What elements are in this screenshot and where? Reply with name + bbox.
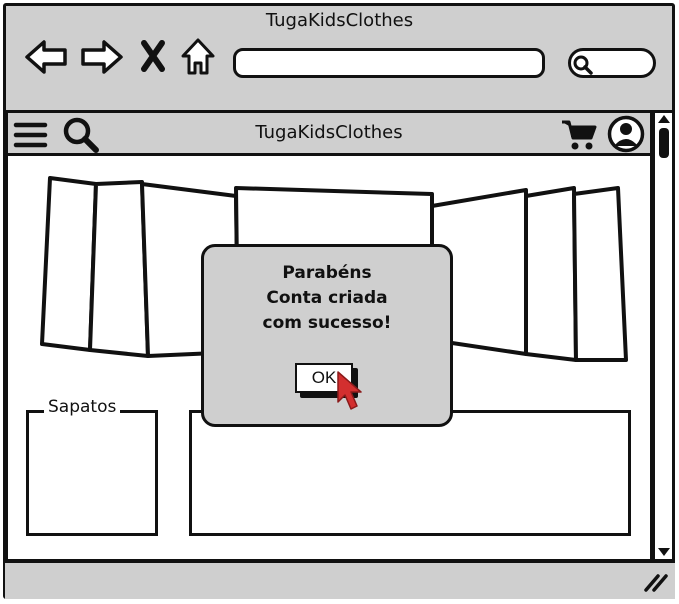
mouse-cursor-icon <box>337 371 362 410</box>
back-arrow-icon[interactable] <box>24 38 68 76</box>
home-icon[interactable] <box>180 36 216 76</box>
vertical-scrollbar[interactable] <box>653 110 675 562</box>
scroll-up-arrow-icon[interactable] <box>656 113 672 125</box>
window-title: TugaKidsClothes <box>265 10 414 31</box>
resize-grip-icon[interactable] <box>642 572 668 592</box>
dialog-message-line-2: com sucesso! <box>262 313 392 333</box>
search-icon[interactable] <box>62 116 100 154</box>
sapatos-category-box[interactable] <box>26 410 158 536</box>
carousel-panel-right-2 <box>524 186 578 362</box>
carousel-panel-left-2 <box>88 180 150 358</box>
carousel-panel-left-1 <box>40 176 98 352</box>
close-icon[interactable] <box>140 40 166 72</box>
hamburger-menu-icon[interactable] <box>13 120 48 150</box>
forward-arrow-icon[interactable] <box>80 38 124 76</box>
cart-icon[interactable] <box>560 118 598 152</box>
dialog-message-line-1: Conta criada <box>266 288 388 308</box>
app-header <box>5 110 653 156</box>
dialog-title: Parabéns <box>282 263 372 283</box>
sapatos-label: Sapatos <box>44 397 121 417</box>
carousel-panel-right-1 <box>572 186 628 362</box>
app-title: TugaKidsClothes <box>255 122 403 143</box>
user-avatar-icon[interactable] <box>607 115 645 153</box>
url-bar[interactable] <box>233 48 545 78</box>
content-placeholder-box <box>189 410 631 536</box>
scrollbar-thumb[interactable] <box>659 128 669 158</box>
browser-search-field[interactable] <box>568 48 656 78</box>
status-bar <box>5 560 675 599</box>
scroll-down-arrow-icon[interactable] <box>656 546 672 558</box>
browser-search-icon <box>573 55 593 75</box>
